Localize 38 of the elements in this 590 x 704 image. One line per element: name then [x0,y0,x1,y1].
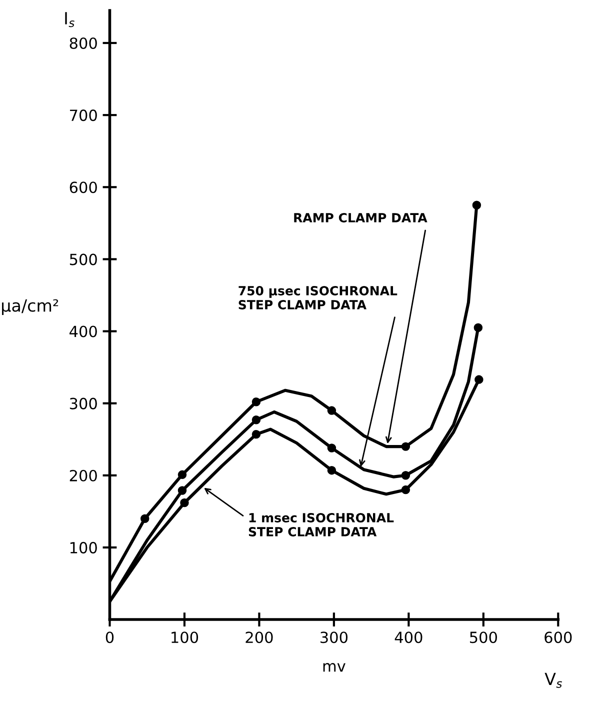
y-tick-label: 200 [70,470,97,482]
point [401,442,410,451]
point [178,470,187,480]
x-tick-label: 100 [172,632,198,644]
text: V$_{s}$ [544,672,562,688]
point [140,514,150,523]
x-tick-label: 400 [394,632,422,644]
annotation: 750 μsec ISOCHRONAL STEP CLAMP DATA [238,286,398,310]
x-axis-title: mv [323,663,346,672]
point [327,444,336,452]
annotation: 1 msec ISOCHRONAL STEP CLAMP DATA [248,513,394,536]
point [327,406,336,415]
point [474,375,484,384]
point [252,416,261,424]
y-tick-label: 800 [70,37,97,50]
y-axis-title: μa/cm² [2,299,58,316]
point [472,200,482,210]
point [474,323,483,332]
y-tick-label: 300 [70,398,97,410]
text: I$_{s}$ [65,12,74,28]
x-tick-label: 200 [246,632,273,644]
point [252,430,261,439]
y-tick-label: 100 [70,542,97,554]
x-tick-label: 0 [106,632,114,644]
y-tick-label: 500 [70,254,97,266]
y-tick-label: 700 [70,110,97,122]
x-tick-label: 600 [544,632,572,644]
point [180,498,189,508]
y-tick-label: 600 [70,182,97,194]
y-tick-label: 400 [70,326,97,338]
annotation: RAMP CLAMP DATA [294,213,428,222]
point [401,485,410,494]
point [401,471,410,480]
point [252,398,261,406]
x-tick-label: 300 [320,632,348,644]
x-tick-label: 500 [470,632,497,644]
point [178,486,187,495]
point [327,466,336,475]
